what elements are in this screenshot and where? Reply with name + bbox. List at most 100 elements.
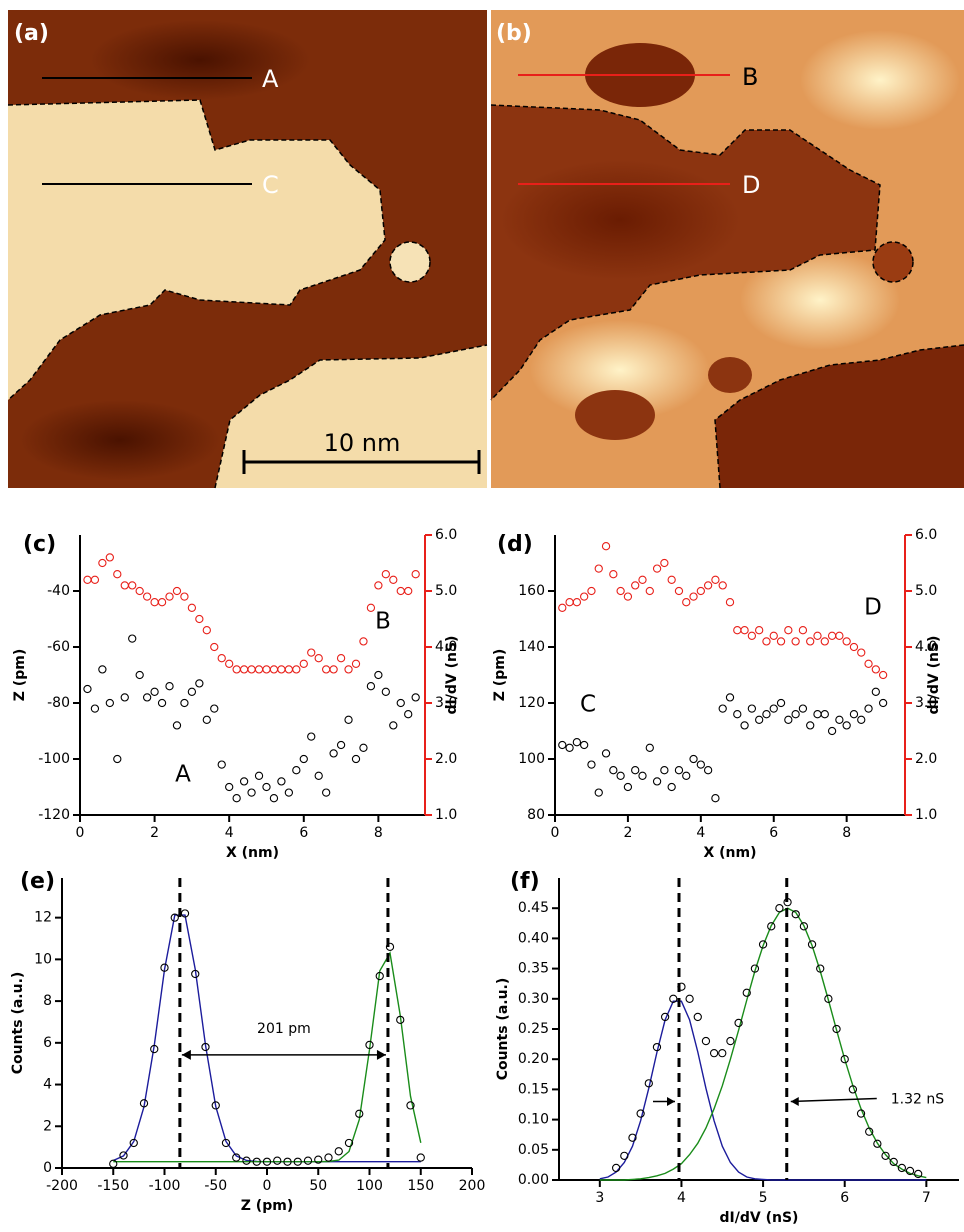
data-point [247,665,256,674]
y-tick-label: 6 [43,1035,52,1051]
y2-tick-label: 1.0 [915,807,937,823]
panel-label: (c) [23,532,56,557]
annotation: 1.32 nS [891,1091,944,1107]
data-point [762,710,771,719]
data-point [718,1049,727,1058]
data-point [120,693,129,702]
data-point [299,659,308,668]
data-point [416,1153,425,1162]
data-point [157,698,167,708]
data-point [645,743,654,752]
y2-tick-label: 1.0 [435,807,457,823]
x-tick-label: 6 [299,825,308,841]
data-point [150,598,159,607]
y-tick-label: 12 [34,910,52,926]
data-point [269,665,279,674]
x-tick-label: 200 [459,1178,486,1194]
x-tick-label: 0 [551,825,560,841]
data-point [820,710,829,719]
data-point [195,679,204,688]
data-point [396,698,405,708]
data-point [217,760,226,769]
y-tick-label: -60 [47,639,70,655]
texture [800,30,960,130]
data-point [150,687,159,696]
data-point [344,715,353,724]
data-point [638,771,647,780]
texture [20,400,220,480]
data-point [631,766,640,775]
data-point [689,754,698,764]
data-point [784,626,793,635]
data-point [660,558,669,568]
y2-tick-label: 6.0 [915,527,937,543]
data-point [725,598,735,607]
data-point [701,1036,711,1046]
data-point [667,782,676,792]
data-point [856,1109,866,1118]
data-point [806,637,815,646]
data-point [105,698,114,708]
x-tick-label: 50 [309,1178,327,1194]
data-point [784,715,793,724]
data-point [180,909,190,918]
data-point [232,665,241,674]
annotation: B [375,609,391,635]
data-point [232,794,241,803]
y2-tick-label: 2.0 [915,751,937,767]
data-point [180,592,189,601]
data-point [307,732,316,741]
y-tick-label: -80 [47,695,70,711]
data-point [165,682,174,691]
data-point [799,922,809,931]
texture [530,320,710,420]
data-point [645,586,654,596]
y-tick-label: 100 [518,751,545,767]
panel-label: (d) [497,532,533,557]
y-tick-label: -120 [38,807,70,823]
data-point [359,637,368,646]
data-point [211,1101,220,1110]
data-point [239,665,249,674]
data-point [303,1156,313,1165]
data-point [406,1101,415,1110]
data-point [187,603,197,612]
data-point [98,665,107,674]
data-point [905,1166,915,1176]
data-point [703,766,713,775]
y2-axis-label: dI/dV (nS) [444,636,460,715]
data-point [242,1156,251,1165]
data-point [636,1109,645,1118]
x-tick-label: 8 [842,825,851,841]
data-point [628,1133,637,1142]
data-point [322,788,331,797]
y-tick-label: 2 [43,1118,52,1134]
arrow [790,1097,877,1103]
data-point [336,654,346,663]
y-axis-label: Counts (a.u.) [495,978,511,1081]
data-point [689,592,698,601]
data-point [798,626,808,635]
data-point [755,715,764,724]
texture [90,20,310,100]
data-point [366,682,376,691]
data-point [864,704,873,713]
x-tick-label: 4 [225,825,234,841]
data-point [652,777,662,786]
data-point [769,704,778,713]
y-tick-label: 0.30 [518,991,549,1007]
data-point [195,614,204,624]
annotation: D [864,595,882,621]
y-tick-label: 0.10 [518,1112,549,1128]
data-point [798,704,808,713]
data-point [381,687,390,696]
data-point [221,1138,231,1148]
y-tick-label: 4 [43,1077,52,1093]
data-point [252,1157,261,1166]
data-point [791,710,800,719]
data-point [791,910,800,919]
data-point [580,592,589,601]
data-point [835,715,844,724]
data-point [897,1163,907,1173]
data-point [202,626,211,635]
